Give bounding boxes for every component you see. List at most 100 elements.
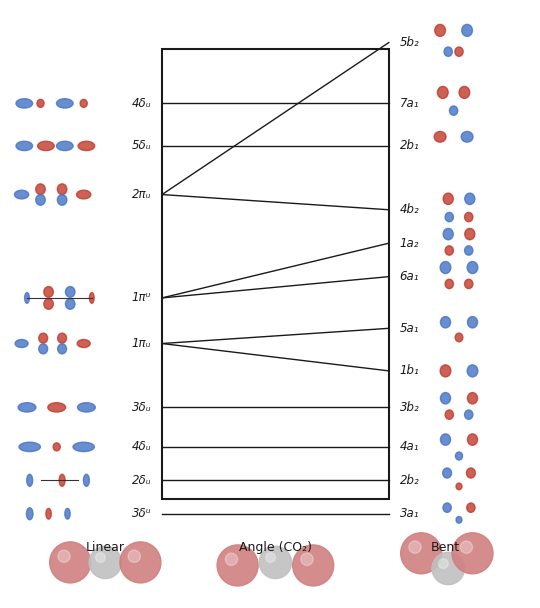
Ellipse shape xyxy=(46,508,51,519)
Text: 2δᵤ: 2δᵤ xyxy=(132,474,151,487)
Ellipse shape xyxy=(452,533,493,574)
Bar xyxy=(162,49,389,499)
Text: 2b₁: 2b₁ xyxy=(400,139,420,153)
Ellipse shape xyxy=(467,261,478,274)
Ellipse shape xyxy=(462,24,472,36)
Ellipse shape xyxy=(57,184,67,195)
Ellipse shape xyxy=(16,141,32,151)
Ellipse shape xyxy=(225,553,238,565)
Text: 1πᵘ: 1πᵘ xyxy=(132,291,151,305)
Ellipse shape xyxy=(443,503,451,513)
Ellipse shape xyxy=(259,546,292,579)
Ellipse shape xyxy=(440,365,451,377)
Ellipse shape xyxy=(467,503,475,513)
Text: 4δᵤ: 4δᵤ xyxy=(132,97,151,110)
Ellipse shape xyxy=(78,402,96,412)
Text: 7a₁: 7a₁ xyxy=(400,97,419,110)
Ellipse shape xyxy=(65,286,75,297)
Ellipse shape xyxy=(73,442,94,452)
Ellipse shape xyxy=(36,184,45,195)
Ellipse shape xyxy=(464,212,473,222)
Ellipse shape xyxy=(50,542,91,583)
Ellipse shape xyxy=(432,552,464,585)
Ellipse shape xyxy=(444,47,453,57)
Ellipse shape xyxy=(89,546,122,579)
Ellipse shape xyxy=(468,434,477,445)
Ellipse shape xyxy=(78,141,94,151)
Ellipse shape xyxy=(456,483,462,490)
Ellipse shape xyxy=(59,474,65,486)
Ellipse shape xyxy=(15,190,29,199)
Ellipse shape xyxy=(128,550,140,562)
Text: 3δᵤ: 3δᵤ xyxy=(132,401,151,414)
Ellipse shape xyxy=(459,86,470,98)
Ellipse shape xyxy=(435,24,446,36)
Ellipse shape xyxy=(301,553,313,565)
Ellipse shape xyxy=(467,468,475,478)
Ellipse shape xyxy=(464,246,473,255)
Ellipse shape xyxy=(65,299,75,309)
Ellipse shape xyxy=(460,541,472,553)
Ellipse shape xyxy=(96,553,105,562)
Ellipse shape xyxy=(468,393,477,404)
Ellipse shape xyxy=(455,452,463,460)
Ellipse shape xyxy=(443,193,453,204)
Ellipse shape xyxy=(449,106,458,116)
Text: 4a₁: 4a₁ xyxy=(400,440,419,454)
Ellipse shape xyxy=(44,286,53,297)
Ellipse shape xyxy=(58,550,70,562)
Ellipse shape xyxy=(25,292,29,303)
Text: Linear: Linear xyxy=(86,541,125,554)
Ellipse shape xyxy=(455,333,463,342)
Ellipse shape xyxy=(27,474,33,486)
Text: 2b₂: 2b₂ xyxy=(400,474,420,487)
Text: 1πᵤ: 1πᵤ xyxy=(132,337,151,350)
Ellipse shape xyxy=(36,195,45,206)
Ellipse shape xyxy=(467,365,478,377)
Ellipse shape xyxy=(38,141,54,151)
Ellipse shape xyxy=(464,279,473,289)
Ellipse shape xyxy=(53,443,60,451)
Text: 5δᵤ: 5δᵤ xyxy=(132,139,151,153)
Ellipse shape xyxy=(48,402,66,412)
Ellipse shape xyxy=(468,317,477,328)
Ellipse shape xyxy=(445,410,454,420)
Text: 1b₁: 1b₁ xyxy=(400,364,420,378)
Ellipse shape xyxy=(57,98,73,108)
Ellipse shape xyxy=(77,339,90,348)
Ellipse shape xyxy=(437,86,448,98)
Text: 3δᵘ: 3δᵘ xyxy=(132,507,151,520)
Ellipse shape xyxy=(266,553,275,562)
Ellipse shape xyxy=(293,545,334,586)
Text: Bent: Bent xyxy=(431,541,460,554)
Ellipse shape xyxy=(443,229,453,240)
Ellipse shape xyxy=(15,339,28,348)
Ellipse shape xyxy=(465,193,475,204)
Ellipse shape xyxy=(434,131,446,142)
Ellipse shape xyxy=(58,333,66,343)
Text: 5b₂: 5b₂ xyxy=(400,36,420,49)
Text: 2πᵤ: 2πᵤ xyxy=(132,188,151,201)
Ellipse shape xyxy=(90,292,94,303)
Ellipse shape xyxy=(464,410,473,420)
Ellipse shape xyxy=(445,279,454,289)
Ellipse shape xyxy=(57,195,67,206)
Ellipse shape xyxy=(456,517,462,523)
Ellipse shape xyxy=(19,442,40,452)
Ellipse shape xyxy=(455,47,463,57)
Text: 1a₂: 1a₂ xyxy=(400,237,419,250)
Ellipse shape xyxy=(440,261,451,274)
Ellipse shape xyxy=(58,344,66,354)
Ellipse shape xyxy=(39,333,48,343)
Ellipse shape xyxy=(65,508,70,519)
Ellipse shape xyxy=(26,508,33,520)
Ellipse shape xyxy=(84,474,90,486)
Ellipse shape xyxy=(57,141,73,151)
Ellipse shape xyxy=(44,299,53,309)
Ellipse shape xyxy=(441,317,450,328)
Ellipse shape xyxy=(438,559,448,568)
Ellipse shape xyxy=(461,131,473,142)
Ellipse shape xyxy=(401,533,442,574)
Text: 3b₂: 3b₂ xyxy=(400,401,420,414)
Ellipse shape xyxy=(217,545,258,586)
